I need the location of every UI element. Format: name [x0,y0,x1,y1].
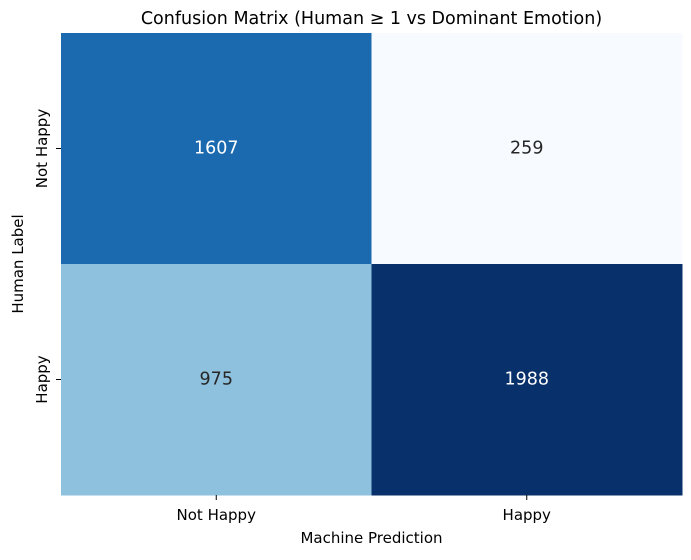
x-axis: Not Happy Happy [177,495,552,524]
y-axis: Not Happy Happy [33,109,61,404]
x-tick-label-1: Happy [503,506,552,524]
y-tick-label-0: Not Happy [33,109,51,189]
cell-value-label-r0-c0: 1607 [194,139,239,159]
cell-value-label-r0-c1: 259 [510,139,543,159]
x-axis-label: Machine Prediction [300,529,442,547]
heatmap-cell-r0-c1 [371,33,683,265]
cell-value-label-r1-c1: 1988 [504,370,549,390]
heatmap-cells [61,33,683,496]
cell-value-label-r1-c0: 975 [200,370,233,390]
heatmap-cell-r1-c1 [371,264,683,496]
x-tick-label-0: Not Happy [177,506,257,524]
heatmap-cell-r0-c0 [61,33,372,265]
heatmap-cell-labels: 1607 259 975 1988 [194,139,549,390]
heatmap-cell-r1-c0 [61,264,372,496]
y-tick-label-1: Happy [33,355,51,404]
chart-title: Confusion Matrix (Human ≥ 1 vs Dominant … [141,9,602,29]
y-axis-label: Human Label [9,214,27,313]
